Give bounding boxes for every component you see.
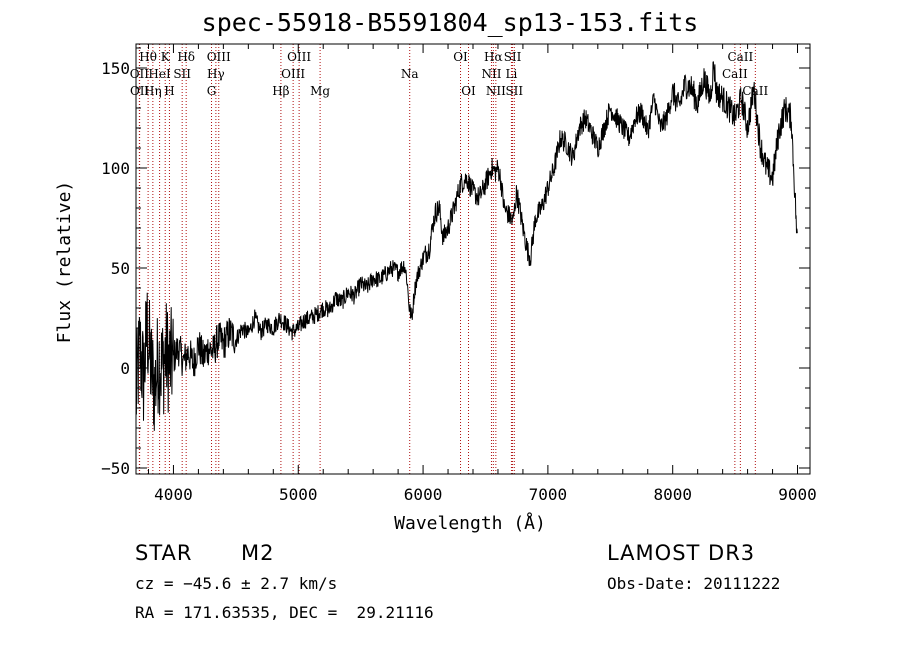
plot-frame (135, 43, 811, 475)
y-tick-label: 50 (111, 259, 130, 278)
y-tick-label: −50 (101, 459, 130, 478)
line-label: Na (401, 67, 419, 81)
line-label: NII (481, 67, 501, 81)
line-label: OI (461, 84, 476, 98)
object-subclass: M2 (241, 541, 275, 565)
line-label: H (164, 84, 174, 98)
line-label: SII (173, 67, 191, 81)
line-label: SII (505, 84, 523, 98)
spectrum-line (135, 61, 798, 431)
line-label: CaII (727, 50, 753, 64)
line-label: Hα (484, 50, 503, 64)
line-label: OII (130, 67, 150, 81)
line-label: Mg (310, 84, 330, 98)
line-label: Hδ (177, 50, 195, 64)
y-tick-label: 100 (101, 159, 130, 178)
y-axis-ticks: −50 0 50 100 150 (101, 47, 810, 478)
line-label: OIII (287, 50, 311, 64)
x-tick-label: 6000 (404, 485, 443, 504)
x-tick-label: 5000 (279, 485, 318, 504)
line-label: NII (486, 84, 506, 98)
x-axis-label: Wavelength (Å) (394, 512, 546, 534)
redshift-velocity: cz = −45.6 ± 2.7 km/s (135, 574, 338, 593)
y-axis-label: Flux (relative) (54, 181, 75, 344)
x-tick-label: 7000 (529, 485, 568, 504)
line-label: Hβ (272, 84, 289, 98)
x-axis-ticks: 4000 5000 6000 7000 8000 9000 (147, 44, 817, 504)
line-label: OII (130, 84, 150, 98)
x-tick-label: 8000 (653, 485, 692, 504)
line-label: K (161, 50, 171, 64)
line-label: Hθ (139, 50, 157, 64)
line-label: OIII (207, 50, 231, 64)
line-label: Hη (144, 84, 162, 98)
y-tick-label: 150 (101, 59, 130, 78)
sky-coordinates: RA = 171.63535, DEC = 29.21116 (135, 603, 434, 622)
chart-title: spec-55918-B5591804_sp13-153.fits (201, 8, 699, 37)
observation-date: Obs-Date: 20111222 (607, 574, 781, 593)
x-tick-label: 4000 (154, 485, 193, 504)
line-label: OIII (281, 67, 305, 81)
emission-line-markers (138, 44, 756, 474)
y-tick-label: 0 (120, 359, 130, 378)
line-label: OI (453, 50, 468, 64)
line-label: Li (506, 67, 518, 81)
line-label: CaII (722, 67, 748, 81)
line-label: SII (504, 50, 522, 64)
line-label: G (207, 84, 217, 98)
line-label: HeI (148, 67, 171, 81)
survey-name: LAMOST DR3 (607, 541, 756, 565)
line-label: CaII (742, 84, 768, 98)
x-tick-label: 9000 (778, 485, 817, 504)
object-class: STAR (135, 541, 193, 565)
line-label: Hγ (207, 67, 225, 81)
